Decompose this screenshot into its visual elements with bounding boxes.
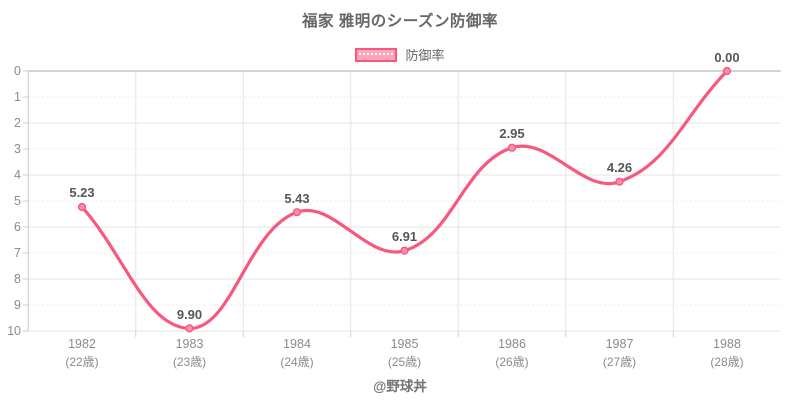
legend: 防御率 <box>0 45 800 64</box>
data-point-1985[interactable] <box>400 246 409 255</box>
value-label-1985: 6.91 <box>391 229 418 245</box>
value-label-1988: 0.00 <box>714 49 740 65</box>
value-label-1986: 2.95 <box>499 126 525 142</box>
x-tick-year: 1982 <box>68 337 96 351</box>
x-tick-label-1985: 1985 (25歳) <box>351 337 459 370</box>
y-tick-label-5: 5 <box>14 194 21 208</box>
x-tick-label-1984: 1984 (24歳) <box>243 337 351 370</box>
x-tick-label-1988: 1988 (28歳) <box>673 337 781 370</box>
x-tick-year: 1983 <box>175 337 204 351</box>
x-tick-age: (26歳) <box>495 355 529 369</box>
era-line <box>80 69 729 331</box>
y-tick-label-8: 8 <box>14 272 21 286</box>
value-label-1987: 4.26 <box>606 160 633 176</box>
y-tick-label-9: 9 <box>14 298 21 312</box>
y-tick-label-1: 1 <box>14 90 21 104</box>
x-tick-age: (24歳) <box>280 355 314 369</box>
x-tick-label-1987: 1987 (27歳) <box>566 337 674 370</box>
x-tick-age: (23歳) <box>172 355 207 369</box>
y-tick-label-3: 3 <box>14 142 21 156</box>
chart-title: 福家 雅明のシーズン防御率 <box>301 13 499 30</box>
watermark: @野球丼 <box>373 379 427 394</box>
legend-item-era[interactable]: 防御率 <box>355 45 445 64</box>
x-tick-age: (25歳) <box>387 355 422 369</box>
y-tick-label-0: 0 <box>14 64 21 78</box>
data-point-1987[interactable] <box>615 177 624 186</box>
data-point-1988[interactable] <box>722 66 732 76</box>
legend-swatch <box>355 47 398 62</box>
y-tick-label-4: 4 <box>14 168 21 182</box>
x-tick-label-1986: 1986 (26歳) <box>458 337 566 370</box>
y-tick-label-2: 2 <box>14 116 21 130</box>
x-tick-year: 1987 <box>605 337 634 351</box>
value-label-1984: 5.43 <box>284 190 310 206</box>
x-tick-label-1983: 1983 (23歳) <box>136 337 244 370</box>
legend-swatch-line <box>359 52 394 55</box>
x-tick-age: (28歳) <box>710 355 744 369</box>
y-tick-label-7: 7 <box>14 246 21 260</box>
value-label-1982: 5.23 <box>69 185 95 201</box>
data-point-1983[interactable] <box>185 324 194 333</box>
y-tick-label-10: 10 <box>7 324 21 338</box>
x-tick-label-1982: 1982 (22歳) <box>28 337 136 370</box>
x-tick-age: (27歳) <box>602 355 637 369</box>
data-point-1986[interactable] <box>507 143 517 152</box>
x-tick-year: 1988 <box>713 337 741 351</box>
x-tick-year: 1986 <box>498 337 526 351</box>
value-label-1983: 9.90 <box>176 306 203 322</box>
x-tick-age: (22歳) <box>65 355 99 369</box>
x-tick-year: 1984 <box>283 337 311 351</box>
x-tick-year: 1985 <box>390 337 419 351</box>
data-point-1984[interactable] <box>292 208 302 217</box>
legend-label: 防御率 <box>405 48 445 63</box>
y-tick-label-6: 6 <box>14 220 21 234</box>
data-point-1982[interactable] <box>77 202 87 212</box>
